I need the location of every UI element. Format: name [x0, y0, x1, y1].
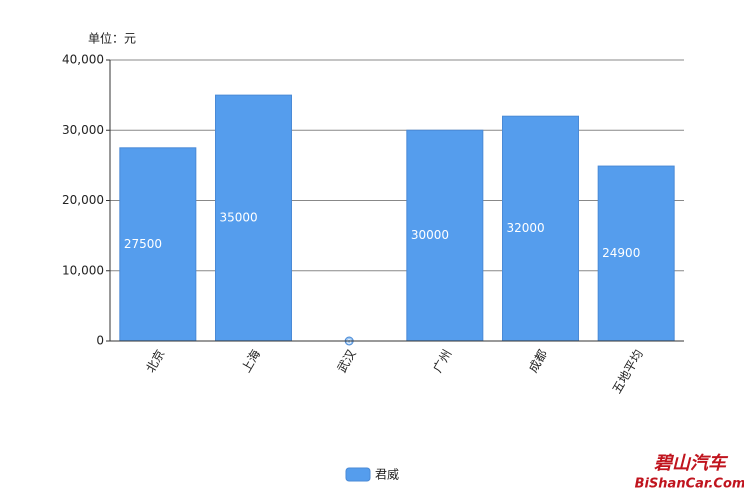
value-label: 0	[347, 338, 351, 346]
y-tick-label: 40,000	[62, 53, 104, 67]
value-label: 24900	[602, 246, 640, 260]
legend-label: 君威	[375, 468, 399, 482]
bar	[406, 129, 484, 342]
unit-label: 单位：元	[88, 31, 136, 46]
y-tick-label: 0	[96, 334, 104, 348]
x-tick-label: 北京	[143, 347, 167, 375]
x-tick-label: 武汉	[335, 347, 359, 375]
watermark-url: BiShanCar.Com	[635, 477, 744, 492]
x-tick-label: 成都	[526, 347, 550, 375]
x-tick-label: 上海	[238, 347, 263, 375]
y-tick-label: 30,000	[62, 123, 104, 137]
bar	[597, 165, 675, 342]
value-label: 35000	[220, 211, 258, 225]
value-label: 32000	[507, 221, 545, 235]
y-tick-label: 20,000	[62, 193, 104, 207]
watermark-logo: 碧山汽车	[654, 453, 729, 474]
x-tick-label: 五地平均	[610, 347, 646, 396]
bar	[119, 147, 197, 342]
value-label: 30000	[411, 228, 449, 242]
legend-swatch	[345, 467, 371, 482]
bar	[502, 115, 579, 342]
value-label: 27500	[124, 237, 162, 251]
y-tick-label: 10,000	[62, 263, 104, 277]
x-tick-label: 广州	[430, 347, 454, 375]
bar	[215, 94, 292, 342]
